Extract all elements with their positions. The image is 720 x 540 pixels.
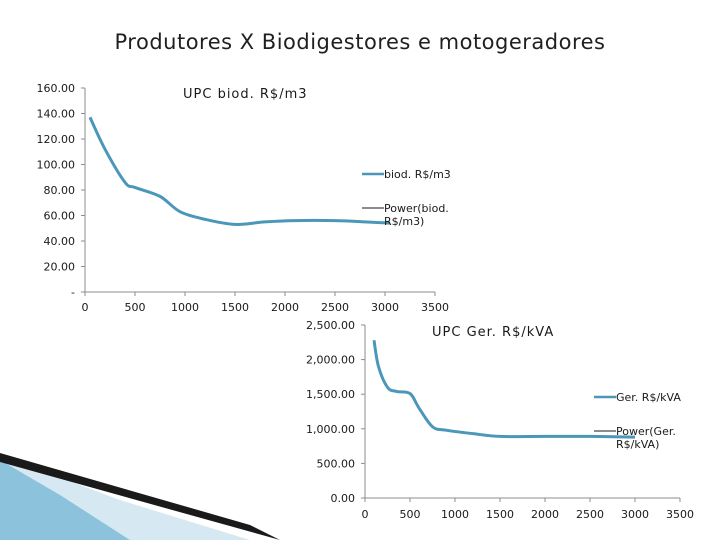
chart2-y-tick-label: 0.00 [331, 492, 356, 505]
chart2-x-tick-label: 2500 [576, 508, 604, 521]
chart1-x-tick-label: 3000 [371, 301, 399, 314]
chart1-x-tick-label: 2000 [271, 301, 299, 314]
chart2-legend-trend-line1: Power(Ger. [616, 425, 676, 438]
chart1-legend-trend-line2: R$/m3) [384, 215, 424, 228]
chart2-legend-trend-line2: R$/kVA) [616, 438, 659, 451]
chart2-x-tick-label: 3500 [666, 508, 694, 521]
chart1-legend: biod. R$/m3 Power(biod. R$/m3) [362, 168, 452, 228]
chart1-y-tick-label: 60.00 [44, 210, 76, 223]
chart2-y-tick-label: 1,500.00 [306, 388, 355, 401]
chart1-y-tick-label: 80.00 [44, 184, 76, 197]
chart1-y-tick-label: 40.00 [44, 235, 76, 248]
chart1-y-tick-label: 140.00 [37, 108, 76, 121]
chart2-x-tick-label: 1000 [441, 508, 469, 521]
chart1-x-tick-label: 500 [125, 301, 146, 314]
chart2-series-line [372, 339, 636, 439]
chart2-x-tick-label: 1500 [486, 508, 514, 521]
chart1-y-tick-label: 100.00 [37, 159, 76, 172]
chart1-x-tick-label: 1500 [221, 301, 249, 314]
chart-upc-ger: UPC Ger. R$/kVA 0.00 500.00 1,000.00 1,500.… [306, 319, 694, 521]
chart2-x-tick-label: 0 [362, 508, 369, 521]
chart2-title: UPC Ger. R$/kVA [432, 325, 554, 340]
slide-title: Produtores X Biodigestores e motogerador… [114, 30, 606, 54]
chart2-legend-trend: Power(Ger. R$/kVA) [616, 425, 679, 451]
decorative-swoosh [0, 453, 280, 540]
chart1-legend-trend: Power(biod. R$/m3) [384, 202, 452, 228]
chart2-y-tick-label: 2,500.00 [306, 319, 355, 332]
chart2-y-tick-label: 1,000.00 [306, 423, 355, 436]
chart1-x-tick-label: 0 [82, 301, 89, 314]
chart1-legend-series: biod. R$/m3 [384, 168, 451, 181]
chart1-x-tick-label: 3500 [421, 301, 449, 314]
chart1-y-tick-label: 120.00 [37, 133, 76, 146]
chart2-x-tick-label: 3000 [621, 508, 649, 521]
chart1-title: UPC biod. R$/m3 [183, 87, 308, 102]
chart1-y-tick-label: 20.00 [44, 261, 76, 274]
chart1-x-tick-label: 1000 [171, 301, 199, 314]
chart2-y-tick-label: 500.00 [317, 457, 356, 470]
chart2-legend-series: Ger. R$/kVA [616, 391, 681, 404]
chart1-y-tick-label: 160.00 [37, 82, 76, 95]
chart1-y-tick-label: - [71, 286, 75, 299]
chart1-series-line [88, 116, 391, 226]
chart-upc-biod: UPC biod. R$/m3 - 20.00 40.00 60.00 80.00 100… [37, 82, 452, 314]
chart2-x-tick-label: 2000 [531, 508, 559, 521]
chart2-legend: Ger. R$/kVA Power(Ger. R$/kVA) [594, 391, 681, 451]
chart1-x-tick-label: 2500 [321, 301, 349, 314]
chart2-y-tick-label: 2,000.00 [306, 354, 355, 367]
chart1-legend-trend-line1: Power(biod. [384, 202, 449, 215]
chart2-x-tick-label: 500 [400, 508, 421, 521]
